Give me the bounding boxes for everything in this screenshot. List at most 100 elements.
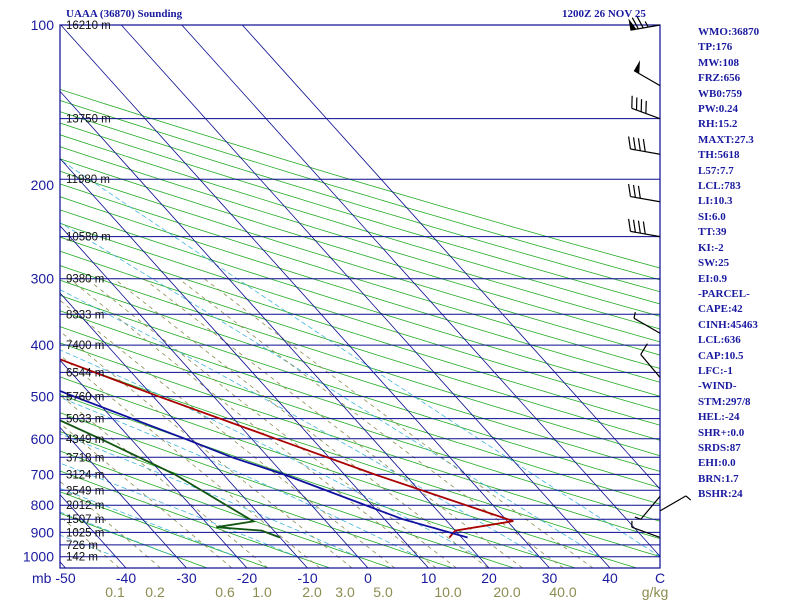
- isotherm: [0, 25, 66, 568]
- index-item: L57:7.7: [698, 164, 798, 179]
- pressure-tick-label: 1000: [23, 549, 54, 565]
- time-label: 1200Z 26 NOV 25: [562, 8, 646, 20]
- pressure-unit-label: mb: [32, 570, 52, 586]
- index-item: WB0:759: [698, 87, 798, 102]
- dry-adiabat: [0, 25, 800, 568]
- index-item: SHR+:0.0: [698, 426, 798, 441]
- index-item: EI:0.9: [698, 272, 798, 287]
- index-item: TP:176: [698, 40, 798, 55]
- index-item: PW:0.24: [698, 102, 798, 117]
- mixing-ratio-label: g/kg: [642, 584, 668, 600]
- index-item: LI:10.3: [698, 194, 798, 209]
- dry-adiabat: [0, 25, 800, 568]
- barb-full: [634, 137, 636, 150]
- wind-barb: [635, 496, 660, 519]
- barb-full: [629, 219, 631, 232]
- barb-full: [643, 139, 645, 152]
- index-item: TH:5618: [698, 148, 798, 163]
- barb-full: [638, 186, 640, 199]
- wind-barb: [632, 521, 660, 538]
- dry-adiabat: [0, 25, 800, 568]
- index-item: SRDS:87: [698, 441, 798, 456]
- barb-shaft: [641, 354, 660, 377]
- height-label: 3124 m: [66, 469, 104, 481]
- mixing-ratio-label: 0.1: [105, 584, 125, 600]
- height-label: 142 m: [66, 552, 98, 564]
- height-label: 1507 m: [66, 514, 104, 526]
- dry-adiabat: [0, 25, 800, 568]
- index-item: TT:39: [698, 225, 798, 240]
- pressure-tick-label: 600: [31, 431, 55, 447]
- index-item: MAXT:27.3: [698, 133, 798, 148]
- height-label: 4349 m: [66, 434, 104, 446]
- barb-pennant: [628, 18, 636, 30]
- pressure-tick-label: 800: [31, 497, 55, 513]
- isotherm: [182, 25, 671, 568]
- mixing-ratio-label: 5.0: [373, 584, 393, 600]
- dry-adiabat: [0, 25, 800, 568]
- height-label: 9380 m: [66, 274, 104, 286]
- isotherm: [0, 25, 308, 568]
- index-item: LCL:783: [698, 179, 798, 194]
- index-item: CAP:10.5: [698, 349, 798, 364]
- dry-adiabat: [0, 25, 800, 568]
- height-label: 5033 m: [66, 414, 104, 426]
- dry-adiabat: [0, 25, 800, 568]
- pressure-tick-label: 400: [31, 337, 55, 353]
- wind-barb: [634, 60, 660, 85]
- mixing-ratio-line: [204, 279, 593, 568]
- dry-adiabat: [0, 25, 330, 568]
- height-label: 1025 m: [66, 527, 104, 539]
- index-item: FRZ:656: [698, 71, 798, 86]
- barb-shaft: [634, 71, 660, 86]
- mixing-ratio-label: 10.0: [434, 584, 461, 600]
- dry-adiabat: [0, 25, 800, 568]
- dry-adiabat: [0, 25, 800, 568]
- temperature-tick-label: 0: [364, 570, 372, 586]
- dry-adiabat: [0, 25, 800, 568]
- index-item: SW:25: [698, 256, 798, 271]
- height-label: 10580 m: [66, 232, 111, 244]
- barb-full: [638, 138, 640, 151]
- isotherm: [61, 25, 550, 568]
- dry-adiabat: [0, 25, 800, 568]
- barb-full: [634, 220, 636, 233]
- temperature-tick-label: 40: [602, 570, 618, 586]
- index-item: MW:108: [698, 56, 798, 71]
- pressure-tick-label: 300: [31, 271, 55, 287]
- barb-full: [634, 185, 636, 198]
- height-label: 7400 m: [66, 340, 104, 352]
- dry-adiabat: [0, 25, 800, 568]
- index-item: EHI:0.0: [698, 456, 798, 471]
- height-label: 726 m: [66, 540, 98, 552]
- index-item: CINH:45463: [698, 318, 798, 333]
- height-label: 13750 m: [66, 114, 111, 126]
- dry-adiabat: [0, 25, 800, 568]
- index-item: BRN:1.7: [698, 472, 798, 487]
- mixing-ratio-label: 20.0: [493, 584, 520, 600]
- wind-barb: [629, 137, 660, 155]
- mixing-ratio-label: 3.0: [335, 584, 355, 600]
- dry-adiabat: [0, 25, 698, 568]
- index-item: WMO:36870: [698, 25, 798, 40]
- pressure-tick-label: 500: [31, 389, 55, 405]
- barb-shaft: [641, 496, 660, 519]
- wind-barb: [660, 496, 691, 511]
- wind-barb: [629, 219, 660, 237]
- pressure-tick-label: 100: [31, 17, 55, 33]
- mixing-ratio-label: 0.2: [145, 584, 165, 600]
- mixing-ratio-label: 40.0: [549, 584, 576, 600]
- index-item: LCL:636: [698, 333, 798, 348]
- index-item: SI:6.0: [698, 210, 798, 225]
- barb-half: [686, 496, 691, 500]
- index-item: KI:-2: [698, 241, 798, 256]
- height-label: 5760 m: [66, 392, 104, 404]
- height-label: 3718 m: [66, 452, 104, 464]
- height-label: 2549 m: [66, 485, 104, 497]
- index-item: BSHR:24: [698, 487, 798, 502]
- pressure-tick-label: 700: [31, 466, 55, 482]
- index-item: -PARCEL-: [698, 287, 798, 302]
- index-item: STM:297/8: [698, 395, 798, 410]
